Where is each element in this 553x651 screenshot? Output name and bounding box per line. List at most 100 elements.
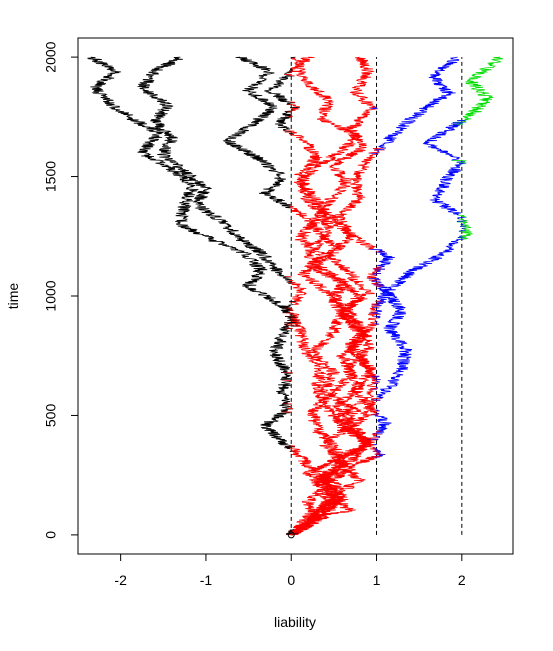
series-segment — [371, 433, 383, 437]
series-segment — [374, 415, 392, 432]
series-segment — [283, 72, 292, 75]
series-segment — [371, 381, 380, 384]
series-segment — [376, 452, 380, 455]
series-segment — [281, 204, 292, 207]
series-segment — [286, 102, 296, 105]
series-segment — [422, 123, 463, 161]
y-axis-title: time — [5, 283, 21, 310]
y-tick-label: 0 — [43, 531, 59, 539]
series-segment — [371, 305, 381, 308]
series-segment — [284, 131, 297, 134]
series-segment — [289, 205, 294, 208]
series-segment — [370, 410, 380, 414]
series-segment — [461, 227, 466, 229]
series-segment — [269, 328, 293, 373]
series-segment — [293, 108, 378, 530]
series-segment — [375, 309, 383, 313]
series-segment — [456, 221, 468, 225]
series-segment — [280, 408, 294, 413]
series-segment — [372, 274, 378, 276]
series-segment — [457, 218, 468, 222]
series-segment — [223, 56, 291, 205]
x-tick-label: 2 — [458, 572, 466, 588]
series-segment — [370, 413, 380, 416]
series-segment — [375, 320, 378, 323]
series-segment — [376, 412, 380, 415]
y-tick-label: 1000 — [43, 280, 59, 311]
series-segment — [451, 159, 467, 162]
series-segment — [284, 446, 295, 449]
series-segment — [288, 279, 294, 282]
series-segment — [368, 151, 380, 154]
series-segment — [289, 68, 293, 71]
series-segment — [371, 399, 381, 401]
series-segment — [366, 275, 378, 279]
series-segment — [264, 75, 295, 103]
series-segment — [283, 130, 295, 132]
series-segment — [287, 317, 298, 319]
series-segment — [287, 448, 301, 452]
series-segment — [369, 448, 377, 450]
series-segment — [374, 323, 380, 325]
series-segment — [285, 206, 294, 209]
x-tick-label: -2 — [114, 572, 127, 588]
series-segment — [375, 386, 378, 389]
series-segment — [370, 321, 378, 325]
series-segment — [282, 111, 293, 116]
series-segment — [369, 249, 385, 252]
liability-paths — [87, 56, 504, 536]
y-tick-label: 500 — [43, 404, 59, 428]
series-segment — [286, 104, 301, 108]
series-segment — [290, 107, 300, 110]
x-tick-label: -1 — [200, 572, 213, 588]
series-segment — [282, 312, 295, 315]
x-tick-label: 1 — [373, 572, 381, 588]
series-segment — [368, 317, 379, 322]
series-segment — [460, 224, 469, 227]
series-segment — [290, 445, 295, 447]
series-segment — [369, 106, 377, 109]
x-axis: -2 -1 0 1 2 — [114, 553, 466, 588]
y-tick-label: 1500 — [43, 161, 59, 192]
series-segment — [458, 230, 466, 232]
series-segment — [372, 271, 378, 274]
series-segment — [290, 68, 296, 70]
series-segment — [370, 107, 378, 110]
series-segment — [286, 280, 293, 283]
series-segment — [288, 132, 294, 135]
series-segment — [289, 322, 302, 326]
series-segment — [290, 283, 307, 302]
series-segment — [374, 149, 380, 153]
series-segment — [375, 380, 380, 383]
series-segment — [457, 120, 467, 123]
series-segment — [372, 147, 386, 150]
series-segment — [373, 435, 381, 439]
y-axis: 0 500 1000 1500 2000 — [43, 41, 78, 539]
threshold-lines — [290, 57, 463, 535]
series-segment — [370, 387, 378, 390]
series-segment — [285, 276, 292, 278]
series-segment — [284, 110, 293, 112]
series-segment — [291, 56, 296, 59]
series-segment — [375, 285, 413, 399]
series-segment — [372, 315, 381, 319]
series-segment — [274, 116, 292, 132]
series-segment — [137, 56, 286, 277]
series-segment — [289, 133, 295, 135]
series-segment — [291, 56, 315, 69]
series-segment — [371, 376, 378, 380]
series-segment — [286, 407, 294, 410]
series-segment — [371, 455, 382, 458]
series-segment — [456, 220, 467, 223]
series-segment — [289, 529, 295, 531]
series-segment — [282, 406, 292, 409]
series-segment — [456, 161, 465, 163]
series-segment — [288, 101, 296, 104]
y-tick-label: 2000 — [43, 41, 59, 72]
series-segment — [457, 216, 467, 220]
series-segment — [461, 228, 470, 231]
series-segment — [378, 56, 460, 149]
series-segment — [458, 214, 467, 218]
series-segment — [87, 56, 290, 310]
